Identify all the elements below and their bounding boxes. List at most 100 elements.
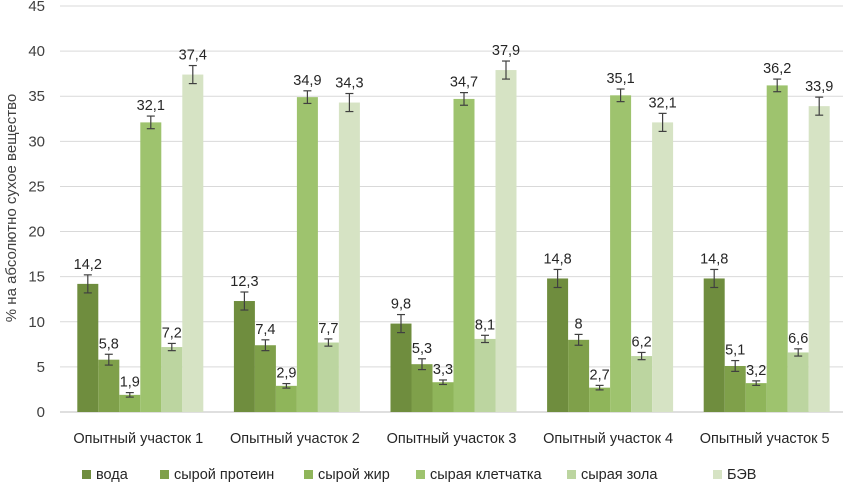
y-tick-label: 35: [28, 88, 45, 105]
y-tick-label: 40: [28, 43, 45, 60]
bar: [589, 387, 611, 412]
data-label: 9,8: [391, 297, 411, 313]
legend-label: сырая зола: [581, 467, 658, 483]
bar: [652, 122, 674, 413]
data-label: 1,9: [120, 375, 140, 391]
legend-swatch: [567, 470, 576, 479]
bar: [432, 382, 454, 412]
y-tick-label: 45: [28, 0, 45, 15]
x-category-label: Опытный участок 4: [543, 431, 673, 447]
bar: [568, 339, 590, 412]
legend-label: сырой жир: [318, 467, 390, 483]
legend: вода сырой протеин сырой жир сырая клетчатк…: [82, 467, 756, 483]
bar: [808, 106, 830, 412]
bar: [745, 383, 767, 412]
bar: [182, 74, 204, 413]
data-label: 14,2: [74, 257, 102, 273]
data-label: 3,3: [433, 362, 453, 378]
bar: [119, 394, 141, 412]
bars: [77, 70, 830, 413]
x-category-label: Опытный участок 3: [387, 431, 517, 447]
data-label: 6,2: [632, 334, 652, 350]
data-label: 12,3: [230, 274, 258, 290]
data-label: 5,3: [412, 341, 432, 357]
error-bars: [83, 60, 824, 398]
data-label: 14,8: [543, 251, 571, 267]
bar: [390, 323, 412, 412]
data-label: 8: [575, 316, 583, 332]
y-axis-ticks: 0 5 10 15 20 25 30 35 40 45: [28, 0, 45, 421]
bar: [724, 365, 746, 412]
x-axis-categories: Опытный участок 1 Опытный участок 2 Опытны…: [73, 431, 829, 447]
x-category-label: Опытный участок 1: [73, 431, 203, 447]
data-labels: 14,2 5,8 1,9 32,1 7,2 37,4 12,3 7,4 2,9 34,9 7,7 34…: [74, 43, 834, 391]
data-label: 7,4: [255, 322, 275, 338]
data-label: 7,2: [162, 325, 182, 341]
legend-item: сырая зола: [567, 467, 658, 483]
bar: [275, 385, 297, 412]
data-label: 2,9: [276, 366, 296, 382]
data-label: 34,7: [450, 75, 478, 91]
data-label: 2,7: [590, 367, 610, 383]
y-tick-label: 5: [37, 359, 45, 376]
legend-swatch: [82, 470, 91, 479]
legend-swatch: [160, 470, 169, 479]
bar: [547, 278, 569, 412]
bar: [411, 364, 433, 412]
legend-swatch: [713, 470, 722, 479]
x-category-label: Опытный участок 2: [230, 431, 360, 447]
bar: [703, 278, 725, 412]
legend-item: сырой жир: [304, 467, 390, 483]
data-label: 6,6: [788, 331, 808, 347]
bar: [610, 95, 632, 412]
data-label: 5,1: [725, 343, 745, 359]
data-label: 36,2: [763, 61, 791, 77]
bar: [254, 345, 276, 412]
bar: [787, 352, 809, 412]
bar: [161, 347, 183, 412]
bar: [77, 283, 99, 412]
bar: [474, 338, 496, 412]
legend-swatch: [416, 470, 425, 479]
bar: [233, 301, 255, 412]
legend-item: сырая клетчатка: [416, 467, 542, 483]
legend-label: БЭВ: [727, 467, 756, 483]
data-label: 14,8: [700, 251, 728, 267]
bar: [338, 102, 360, 412]
legend-item: БЭВ: [713, 467, 756, 483]
bar: [98, 359, 120, 412]
legend-label: сырой протеин: [174, 467, 274, 483]
legend-item: сырой протеин: [160, 467, 274, 483]
bar: [766, 85, 788, 412]
legend-label: вода: [96, 467, 129, 483]
data-label: 37,9: [492, 43, 520, 59]
data-label: 35,1: [606, 71, 634, 87]
data-label: 8,1: [475, 317, 495, 333]
legend-label: сырая клетчатка: [430, 467, 542, 483]
y-tick-label: 10: [28, 314, 45, 331]
x-category-label: Опытный участок 5: [700, 431, 830, 447]
y-tick-label: 15: [28, 269, 45, 286]
y-tick-label: 25: [28, 178, 45, 195]
data-label: 3,2: [746, 363, 766, 379]
y-tick-label: 20: [28, 224, 45, 241]
bar: [631, 356, 653, 412]
data-label: 7,7: [318, 321, 338, 337]
bar: [495, 70, 517, 413]
data-label: 5,8: [99, 336, 119, 352]
bar: [317, 342, 339, 412]
data-label: 33,9: [805, 79, 833, 95]
y-tick-label: 0: [37, 404, 45, 421]
y-tick-label: 30: [28, 133, 45, 150]
bar: [453, 98, 475, 412]
data-label: 34,9: [293, 73, 321, 89]
data-label: 37,4: [179, 48, 207, 64]
legend-item: вода: [82, 467, 129, 483]
bar: [140, 122, 162, 413]
bar: [296, 97, 318, 412]
y-axis-label: % на абсолютно сухое вещество: [3, 94, 20, 322]
data-label: 34,3: [335, 76, 363, 92]
legend-swatch: [304, 470, 313, 479]
